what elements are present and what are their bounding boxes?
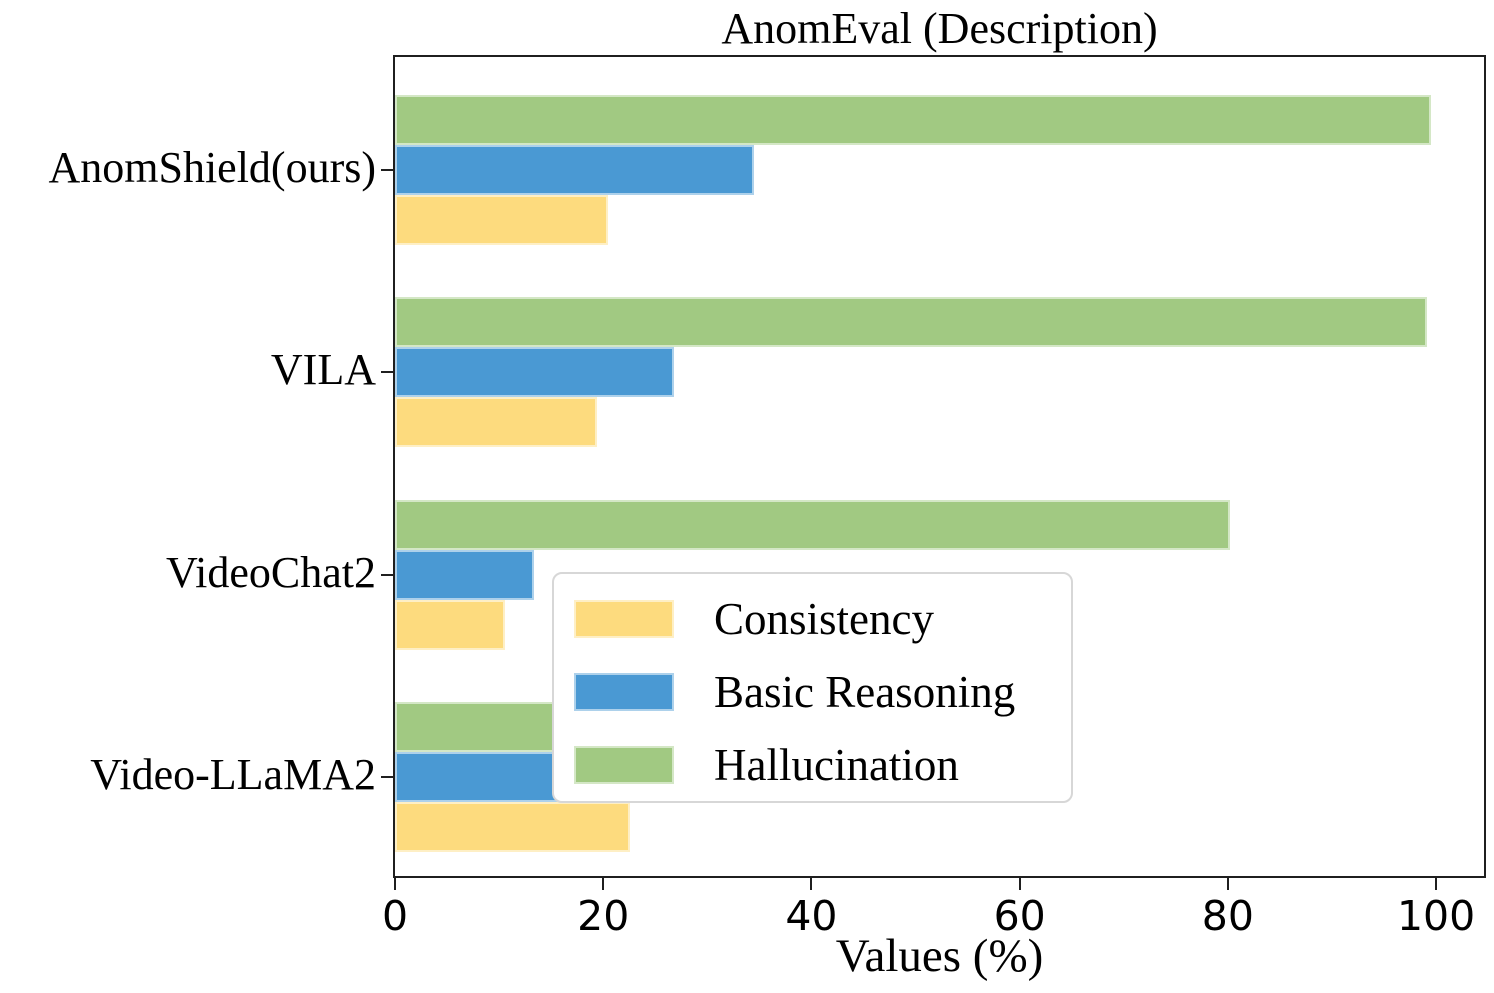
y-tick — [381, 371, 393, 374]
x-tick-label: 40 — [785, 892, 838, 940]
legend-item: Consistency — [554, 580, 1071, 658]
x-tick-label: 0 — [381, 892, 409, 940]
legend-label: Basic Reasoning — [714, 667, 1016, 717]
legend-swatch — [574, 746, 674, 784]
legend-label: Hallucination — [714, 740, 959, 790]
bar — [395, 549, 534, 600]
legend-swatch — [574, 600, 674, 638]
x-tick — [810, 878, 813, 890]
y-tick-label: VILA — [270, 345, 376, 395]
bar — [395, 195, 609, 245]
legend-item: Basic Reasoning — [554, 653, 1071, 731]
bar — [395, 801, 631, 852]
legend: Consistency Basic Reasoning Hallucination — [552, 572, 1073, 803]
x-tick-label: 20 — [577, 892, 630, 940]
y-tick — [381, 169, 393, 171]
y-tick-label: Video-LLaMA2 — [90, 749, 376, 799]
bar — [395, 145, 755, 195]
legend-swatch — [574, 673, 674, 711]
bar — [395, 599, 506, 650]
bar — [395, 397, 597, 448]
x-tick-label: 100 — [1396, 892, 1476, 940]
bar — [395, 499, 1230, 550]
x-tick — [1435, 878, 1438, 890]
x-axis-label: Values (%) — [835, 930, 1044, 982]
y-tick — [381, 573, 393, 576]
x-tick-label: 80 — [1201, 892, 1254, 940]
y-tick-label: AnomShield(ours) — [48, 143, 376, 192]
bar — [395, 95, 1431, 145]
bar — [395, 297, 1427, 348]
y-tick — [381, 775, 393, 778]
legend-label: Consistency — [714, 594, 934, 644]
x-tick — [1018, 878, 1021, 890]
legend-item: Hallucination — [554, 726, 1071, 804]
y-tick-label: VideoChat2 — [166, 547, 376, 597]
bar — [395, 347, 674, 398]
chart-title: AnomEval (Description) — [721, 4, 1158, 53]
x-tick — [1226, 878, 1229, 890]
x-tick-label: 60 — [993, 892, 1046, 940]
x-tick — [394, 878, 396, 890]
x-tick — [602, 878, 605, 890]
